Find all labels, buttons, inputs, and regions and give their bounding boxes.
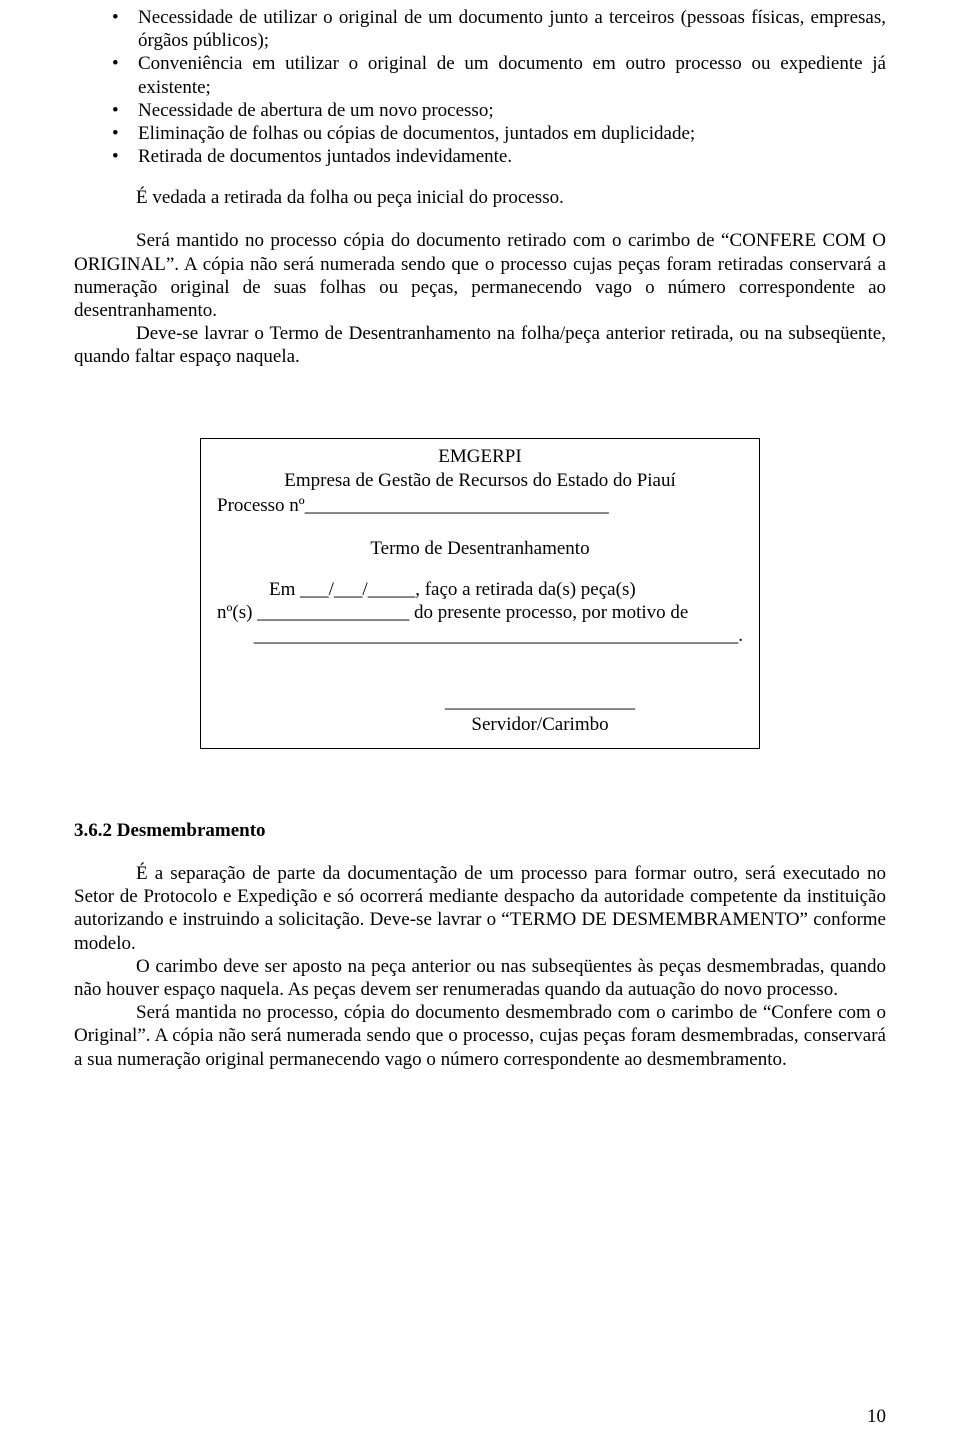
processo-line: Processo nº_____________________________… [217,494,743,517]
paragraph-desmembramento-1: É a separação de parte da documentação d… [74,862,886,955]
list-item: Eliminação de folhas ou cópias de docume… [74,122,886,145]
spacer [74,209,886,229]
list-item: Conveniência em utilizar o original de u… [74,52,886,98]
page: Necessidade de utilizar o original de um… [0,0,960,1446]
paragraph-desmembramento-2: O carimbo deve ser aposto na peça anteri… [74,955,886,1001]
term-line-2: nº(s) ________________ do presente proce… [217,601,743,624]
bullet-text: Necessidade de abertura de um novo proce… [138,100,494,121]
processo-label: Processo nº [217,495,305,516]
section-heading-desmembramento: 3.6.2 Desmembramento [74,819,886,842]
spacer [74,842,886,862]
spacer [74,368,886,438]
bullet-text: Retirada de documentos juntados indevida… [138,146,512,167]
term-box-container: EMGERPI Empresa de Gestão de Recursos do… [200,438,760,749]
page-number: 10 [867,1405,886,1428]
signature-line: ____________________ [217,690,743,713]
bullet-text: Eliminação de folhas ou cópias de docume… [138,123,695,144]
list-item: Necessidade de utilizar o original de um… [74,6,886,52]
term-line-3: ________________________________________… [217,624,743,647]
term-box: EMGERPI Empresa de Gestão de Recursos do… [200,438,760,749]
bullet-text: Conveniência em utilizar o original de u… [138,53,886,97]
paragraph-lavrar: Deve-se lavrar o Termo de Desentranhamen… [74,322,886,368]
paragraph-vedada: É vedada a retirada da folha ou peça ini… [74,186,886,209]
paragraph-confere: Será mantido no processo cópia do docume… [74,229,886,322]
signature-label: Servidor/Carimbo [217,713,743,736]
list-item: Necessidade de abertura de um novo proce… [74,99,886,122]
bullet-text: Necessidade de utilizar o original de um… [138,7,886,51]
term-title: Termo de Desentranhamento [217,537,743,560]
processo-blank: ________________________________ [305,495,609,516]
org-acronym: EMGERPI [217,445,743,468]
bullet-list: Necessidade de utilizar o original de um… [74,6,886,168]
paragraph-desmembramento-3: Será mantida no processo, cópia do docum… [74,1001,886,1071]
org-fullname: Empresa de Gestão de Recursos do Estado … [217,469,743,492]
term-line-1: Em ___/___/_____, faço a retirada da(s) … [217,578,743,601]
list-item: Retirada de documentos juntados indevida… [74,145,886,168]
